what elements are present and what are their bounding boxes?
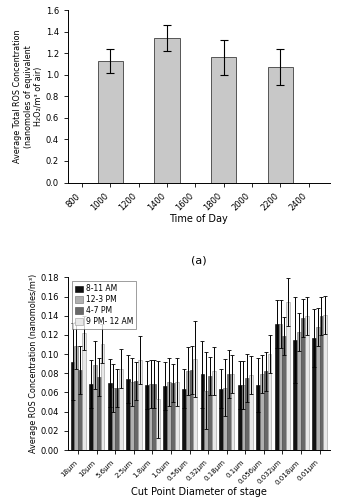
Bar <box>89 384 93 450</box>
Bar <box>101 344 104 450</box>
Bar <box>171 383 175 450</box>
Bar <box>78 370 82 450</box>
Bar <box>275 324 279 450</box>
Bar <box>74 346 78 450</box>
Bar <box>249 375 253 450</box>
Bar <box>297 332 301 450</box>
Bar <box>283 336 286 450</box>
Bar <box>279 324 283 450</box>
Bar <box>138 360 141 450</box>
Bar <box>193 359 197 450</box>
Bar <box>268 67 293 182</box>
Bar <box>211 58 236 182</box>
Bar <box>182 388 186 450</box>
Text: (a): (a) <box>191 255 207 265</box>
Bar <box>208 376 212 450</box>
Bar <box>219 388 223 450</box>
Bar <box>312 338 316 450</box>
Bar <box>241 385 245 450</box>
Bar <box>82 333 86 450</box>
Bar <box>212 372 216 450</box>
Bar <box>323 315 327 450</box>
Bar <box>130 382 134 450</box>
X-axis label: Cut Point Diameter of stage: Cut Point Diameter of stage <box>131 487 267 497</box>
Bar <box>223 388 227 450</box>
Bar <box>204 390 208 450</box>
Bar <box>227 374 231 450</box>
Bar <box>98 60 123 182</box>
Bar <box>245 378 249 450</box>
Y-axis label: Average Total ROS Concentration
(nanomoles of equivalent
H₂O₂/m³ of air): Average Total ROS Concentration (nanomol… <box>13 30 43 163</box>
Bar <box>97 377 101 450</box>
Bar <box>119 368 123 450</box>
Bar <box>156 399 160 450</box>
Bar <box>293 340 297 450</box>
Bar <box>264 372 268 450</box>
Bar <box>115 388 119 450</box>
Bar <box>260 374 264 450</box>
Bar <box>175 382 178 450</box>
Bar <box>301 318 305 450</box>
Legend: 8-11 AM, 12-3 PM, 4-7 PM, 9 PM- 12 AM: 8-11 AM, 12-3 PM, 4-7 PM, 9 PM- 12 AM <box>72 282 136 329</box>
Bar <box>126 379 130 450</box>
X-axis label: Time of Day: Time of Day <box>170 214 228 224</box>
Bar <box>320 316 323 450</box>
Bar <box>112 388 115 450</box>
Bar <box>108 383 112 450</box>
Bar <box>238 385 241 450</box>
Bar <box>268 354 272 450</box>
Bar <box>154 38 180 182</box>
Bar <box>71 362 74 450</box>
Bar <box>286 302 290 450</box>
Bar <box>149 384 152 450</box>
Bar <box>231 374 234 450</box>
Bar <box>167 382 171 450</box>
Bar <box>305 316 309 450</box>
Bar <box>186 372 190 450</box>
Bar <box>316 328 320 450</box>
Y-axis label: Average ROS Concentration (nanomoles/m³): Average ROS Concentration (nanomoles/m³) <box>29 274 38 454</box>
Bar <box>93 364 97 450</box>
Bar <box>145 385 149 450</box>
Bar <box>190 370 193 450</box>
Bar <box>164 386 167 450</box>
Bar <box>152 384 156 450</box>
Bar <box>201 374 204 450</box>
Bar <box>256 385 260 450</box>
Bar <box>134 381 138 450</box>
